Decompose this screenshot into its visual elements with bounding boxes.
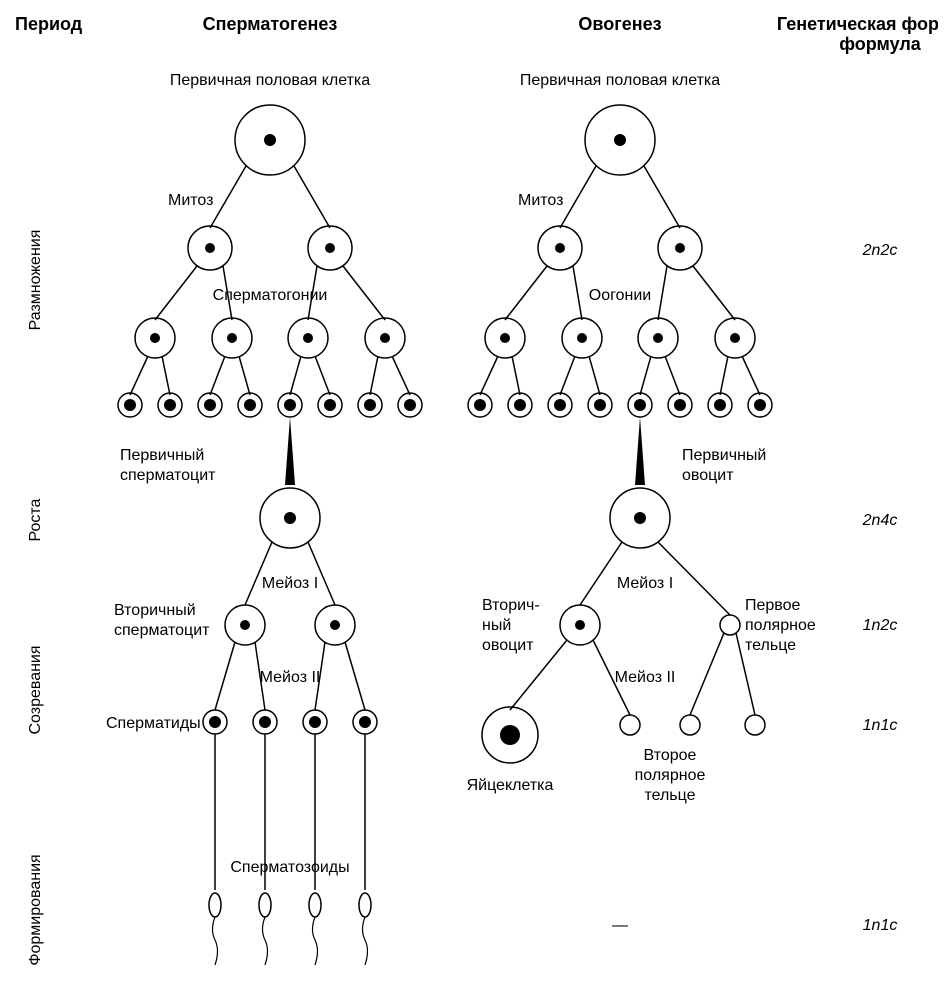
- row4-oo: [468, 393, 772, 417]
- label-second-polar-3: тельце: [644, 787, 695, 804]
- label-secondary-oo-1: Вторич-: [482, 597, 540, 614]
- row2-sperm: [188, 226, 352, 270]
- row2-oo: [538, 226, 702, 270]
- pgc-sperm-nucleus: [264, 134, 276, 146]
- label-primary-oo-2: овоцит: [682, 467, 734, 484]
- period-growth: Роста: [27, 498, 44, 541]
- formula-2: 2n4c: [862, 512, 898, 529]
- oogenesis-tree: Первичная половая клетка Митоз Оогонии: [467, 72, 816, 934]
- label-meiosis2-sperm: Мейоз II: [260, 669, 321, 686]
- label-primary-sp-1: Первичный: [120, 447, 204, 464]
- label-mitosis-oo: Митоз: [518, 192, 563, 209]
- label-secondary-sp-1: Вторичный: [114, 602, 196, 619]
- period-matur: Созревания: [27, 645, 44, 734]
- label-primary-sp-2: сперматоцит: [120, 467, 216, 484]
- label-first-polar-1: Первое: [745, 597, 801, 614]
- label-secondary-oo-3: овоцит: [482, 637, 534, 654]
- header-formula-2: формула: [839, 34, 922, 54]
- spermatids-row: [203, 710, 377, 734]
- gametogenesis-diagram: Период Сперматогенез Овогенез Генетическ…: [10, 10, 938, 976]
- polar-body-a: [620, 715, 640, 735]
- label-primary-oo-1: Первичный: [682, 447, 766, 464]
- formula-4: 1n1c: [863, 717, 898, 734]
- label-pgc-sperm: Первичная половая клетка: [170, 72, 370, 89]
- label-meiosis1-sperm: Мейоз I: [262, 575, 318, 592]
- header-sperm: Сперматогенез: [203, 14, 338, 34]
- formula-1: 2n2c: [862, 242, 898, 259]
- label-first-polar-2: полярное: [745, 617, 816, 634]
- row4-sperm: [118, 393, 422, 417]
- header-oo: Овогенез: [578, 14, 661, 34]
- label-pgc-oo: Первичная половая клетка: [520, 72, 720, 89]
- formula-3: 1n2c: [863, 617, 898, 634]
- label-spermatogonia: Сперматогонии: [213, 287, 328, 304]
- growth-connector-sperm: [285, 417, 295, 485]
- first-polar-body: [720, 615, 740, 635]
- label-dash: —: [612, 917, 628, 934]
- label-spermatids: Сперматиды: [106, 715, 201, 732]
- row3-oo: [485, 318, 755, 358]
- period-form: Формирования: [27, 854, 44, 965]
- label-spermatozoa: Сперматозоиды: [230, 859, 349, 876]
- header-formula-1: Генетическая формула: [777, 14, 938, 34]
- label-second-polar-1: Второе: [644, 747, 697, 764]
- period-labels: Размножения Роста Созревания Формировани…: [27, 230, 44, 966]
- label-meiosis1-oo: Мейоз I: [617, 575, 673, 592]
- polar-body-b: [680, 715, 700, 735]
- spermatogenesis-tree: Первичная половая клетка Митоз Сперматог…: [106, 72, 422, 965]
- label-first-polar-3: тельце: [745, 637, 796, 654]
- label-second-polar-2: полярное: [635, 767, 706, 784]
- polar-body-c: [745, 715, 765, 735]
- formula-5: 1n1c: [863, 917, 898, 934]
- label-oogonia: Оогонии: [589, 287, 651, 304]
- period-mult: Размножения: [27, 230, 44, 331]
- label-secondary-oo-2: ный: [482, 617, 511, 634]
- spermatozoa-row: [209, 893, 371, 965]
- label-egg: Яйцеклетка: [467, 777, 554, 794]
- header-period: Период: [15, 14, 83, 34]
- row3-sperm: [135, 318, 405, 358]
- growth-connector-oo: [635, 417, 645, 485]
- label-mitosis-sperm: Митоз: [168, 192, 213, 209]
- label-secondary-sp-2: сперматоцит: [114, 622, 210, 639]
- label-meiosis2-oo: Мейоз II: [615, 669, 676, 686]
